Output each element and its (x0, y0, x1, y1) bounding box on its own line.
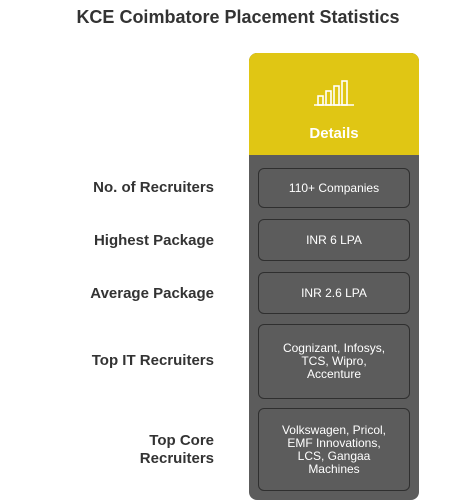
row-label-highest-package: Highest Package (93, 232, 214, 249)
details-header: Details (249, 53, 419, 155)
details-panel: Details 110+ Companies INR 6 LPA INR 2.6… (249, 53, 419, 500)
details-label: Details (309, 125, 359, 142)
value-average-package: INR 2.6 LPA (301, 285, 367, 300)
value-recruiters: 110+ Companies (288, 180, 380, 195)
row-label-top-core-recruiters: Top Core Recruiters (139, 432, 214, 467)
row-label-recruiters: No. of Recruiters (93, 179, 214, 196)
row-label-top-it-recruiters: Top IT Recruiters (91, 352, 214, 369)
bar-chart-icon (314, 80, 354, 106)
value-cell-highest-package: INR 6 LPA (258, 219, 410, 261)
value-highest-package: INR 6 LPA (306, 232, 362, 247)
value-cell-top-it-recruiters: Cognizant, Infosys, TCS, Wipro, Accentur… (258, 324, 410, 399)
value-cell-recruiters: 110+ Companies (258, 168, 410, 208)
value-cell-top-core-recruiters: Volkswagen, Pricol, EMF Innovations, LCS… (258, 408, 410, 491)
value-top-it-recruiters: Cognizant, Infosys, TCS, Wipro, Accentur… (282, 341, 386, 381)
row-label-average-package: Average Package (90, 285, 214, 302)
page-title: KCE Coimbatore Placement Statistics (76, 7, 400, 27)
value-cell-average-package: INR 2.6 LPA (258, 272, 410, 314)
value-top-core-recruiters: Volkswagen, Pricol, EMF Innovations, LCS… (281, 422, 387, 476)
